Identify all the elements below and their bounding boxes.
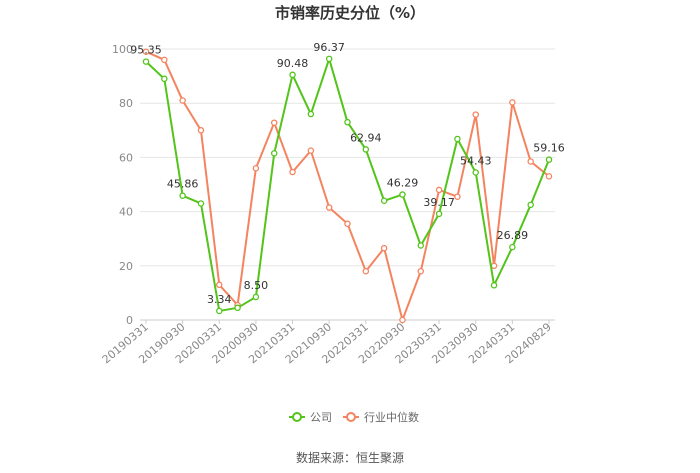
series-line — [145, 50, 550, 321]
data-point — [527, 158, 534, 165]
data-point — [362, 267, 370, 275]
y-axis: 0 20 40 60 80 100 — [112, 43, 133, 327]
data-point — [307, 110, 315, 118]
data-point — [399, 316, 406, 324]
data-label: 39.17 — [423, 196, 455, 209]
data-point — [161, 56, 168, 64]
legend: 公司 行业中位数 — [289, 410, 419, 424]
data-point — [454, 135, 461, 143]
y-tick-label: 0 — [126, 314, 133, 327]
data-point — [380, 197, 388, 205]
data-point — [344, 118, 351, 126]
data-label: 96.37 — [313, 41, 345, 54]
series-layer — [142, 48, 553, 324]
data-point — [142, 48, 150, 55]
data-point — [545, 173, 553, 180]
data-point — [179, 97, 186, 104]
data-label: 8.50 — [244, 279, 269, 292]
source-note: 数据来源：恒生聚源 — [296, 450, 404, 465]
grid — [140, 48, 555, 321]
data-point — [216, 307, 223, 315]
data-point — [490, 262, 498, 270]
data-labels: 95.35 45.86 3.34 8.50 90.48 96.37 62.94 46.29 39… — [130, 41, 565, 306]
data-label: 54.43 — [460, 154, 492, 167]
legend-label: 行业中位数 — [364, 410, 419, 424]
data-point — [325, 55, 333, 63]
data-point — [252, 164, 260, 172]
data-point — [270, 150, 278, 157]
data-point — [472, 169, 479, 176]
data-point — [234, 304, 241, 312]
legend-label: 公司 — [310, 411, 332, 424]
data-point — [252, 293, 260, 301]
data-point — [179, 192, 186, 199]
data-point — [509, 243, 516, 251]
data-point — [197, 127, 205, 134]
y-tick-label: 60 — [119, 151, 133, 164]
data-label: 26.89 — [497, 229, 529, 242]
data-point — [362, 146, 370, 153]
data-point — [472, 111, 479, 118]
y-tick-label: 20 — [119, 260, 133, 273]
data-label: 59.16 — [533, 142, 565, 155]
data-point — [490, 282, 498, 289]
data-point — [142, 58, 150, 65]
legend-swatch-marker — [292, 412, 302, 422]
legend-item[interactable]: 行业中位数 — [343, 410, 419, 424]
data-label: 95.35 — [130, 44, 162, 57]
data-point — [545, 156, 553, 163]
data-point — [435, 210, 443, 218]
data-point — [509, 99, 516, 106]
data-point — [289, 71, 296, 79]
data-point — [417, 242, 425, 249]
data-point — [454, 193, 461, 200]
data-point — [527, 201, 534, 209]
legend-item[interactable]: 公司 — [289, 411, 332, 424]
data-label: 45.86 — [167, 178, 199, 191]
data-point — [270, 119, 278, 126]
y-tick-label: 100 — [112, 43, 133, 56]
y-tick-label: 80 — [119, 97, 133, 110]
data-point — [399, 191, 406, 198]
data-point — [289, 168, 296, 176]
data-point — [216, 281, 223, 289]
data-label: 62.94 — [350, 131, 382, 144]
data-point — [417, 267, 425, 275]
data-label: 90.48 — [277, 57, 309, 70]
x-axis: 2019033120190930202003312020093020210331… — [100, 320, 554, 366]
data-point — [344, 220, 351, 228]
legend-swatch-marker — [346, 412, 356, 422]
data-point — [307, 147, 315, 154]
data-point — [197, 200, 205, 207]
data-point — [380, 244, 388, 252]
chart-title: 市销率历史分位（%） — [275, 4, 425, 22]
data-label: 3.34 — [207, 293, 232, 306]
y-tick-label: 40 — [119, 206, 133, 219]
data-point — [161, 75, 168, 83]
data-point — [435, 186, 443, 194]
data-point — [325, 204, 333, 211]
data-label: 46.29 — [387, 177, 419, 190]
